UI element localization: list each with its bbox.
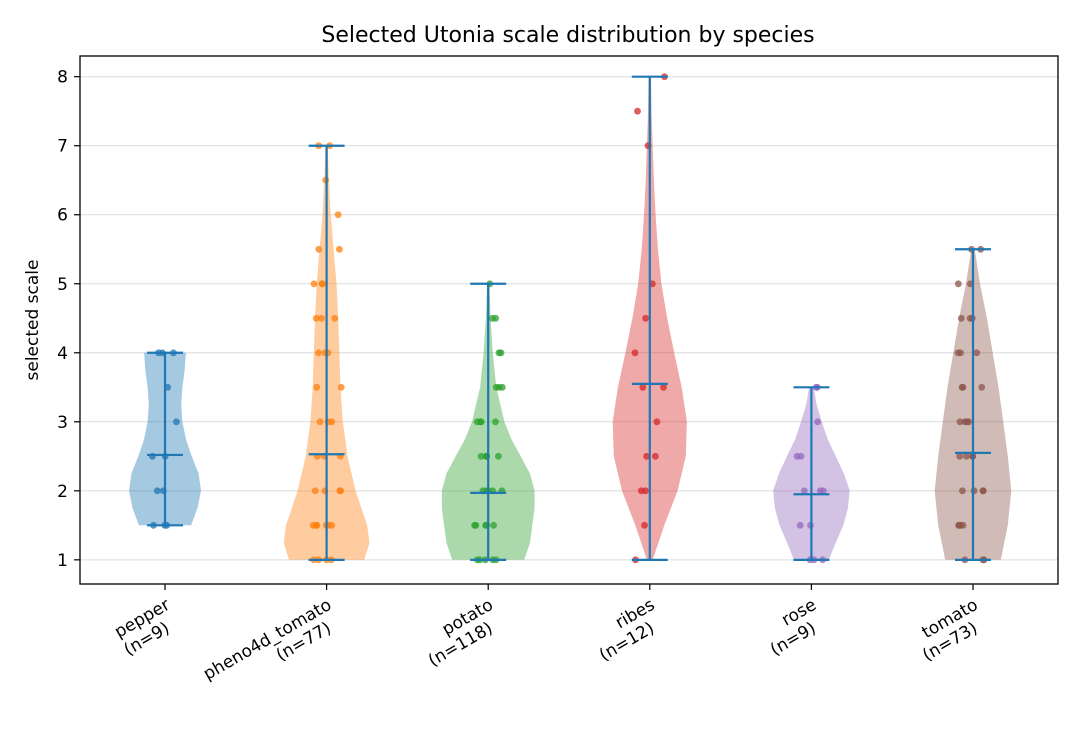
data-point bbox=[489, 314, 496, 322]
y-tick-label: 1 bbox=[57, 551, 68, 571]
data-point bbox=[471, 521, 478, 529]
data-point bbox=[955, 521, 962, 529]
scatter-points bbox=[149, 73, 988, 564]
data-point bbox=[312, 314, 320, 322]
data-point bbox=[495, 349, 503, 357]
data-point bbox=[957, 314, 965, 322]
y-tick-label: 3 bbox=[57, 413, 68, 433]
data-point bbox=[979, 487, 987, 495]
data-point bbox=[337, 383, 345, 391]
data-point bbox=[796, 521, 804, 529]
data-point bbox=[639, 383, 647, 391]
data-point bbox=[653, 418, 661, 426]
data-point bbox=[957, 349, 964, 357]
data-point bbox=[490, 521, 497, 529]
data-point bbox=[959, 383, 967, 391]
data-point bbox=[643, 452, 650, 460]
data-point bbox=[963, 452, 970, 460]
y-tick-label: 2 bbox=[57, 482, 68, 502]
x-tick-label: potato(n=118) bbox=[425, 595, 497, 671]
data-point bbox=[959, 487, 966, 495]
data-point bbox=[313, 383, 321, 391]
data-point bbox=[660, 383, 667, 391]
data-point bbox=[973, 349, 981, 357]
data-point bbox=[318, 314, 325, 322]
y-tick-label: 7 bbox=[57, 137, 68, 157]
data-point bbox=[173, 418, 180, 426]
data-point bbox=[956, 452, 963, 460]
data-point bbox=[956, 418, 964, 426]
data-point bbox=[963, 418, 971, 426]
data-point bbox=[642, 314, 649, 322]
data-point bbox=[814, 418, 821, 426]
data-point bbox=[311, 487, 319, 495]
data-point bbox=[637, 487, 645, 495]
data-point bbox=[819, 487, 827, 495]
data-point bbox=[954, 280, 962, 288]
data-point bbox=[797, 452, 805, 460]
data-point bbox=[477, 418, 485, 426]
y-tick-label: 8 bbox=[57, 68, 68, 88]
data-point bbox=[634, 107, 641, 115]
whiskers bbox=[147, 75, 991, 561]
x-tick-label: ribes(n=12) bbox=[596, 595, 658, 666]
data-point bbox=[316, 418, 324, 426]
data-point bbox=[310, 280, 318, 288]
data-point bbox=[631, 349, 639, 357]
data-point bbox=[337, 487, 345, 495]
x-tick-label: pheno4d_tomato(n=77) bbox=[200, 595, 335, 685]
chart-title: Selected Utonia scale distribution by sp… bbox=[321, 23, 814, 48]
y-axis: 1 2 3 4 5 6 7 8 bbox=[57, 68, 80, 571]
data-point bbox=[800, 487, 808, 495]
violins bbox=[129, 76, 1012, 560]
x-tick-label: pepper(n=9) bbox=[111, 595, 173, 660]
grid-lines bbox=[80, 76, 1058, 561]
y-tick-label: 6 bbox=[57, 206, 68, 226]
plot-frame bbox=[79, 55, 1059, 585]
y-axis-label: selected scale bbox=[23, 260, 43, 381]
data-point bbox=[498, 383, 506, 391]
data-point bbox=[328, 418, 336, 426]
data-point bbox=[309, 521, 317, 529]
data-point bbox=[318, 280, 326, 288]
data-point bbox=[652, 452, 659, 460]
x-tick-label: rose(n=9) bbox=[767, 595, 820, 660]
y-tick-label: 4 bbox=[57, 344, 68, 364]
data-point bbox=[315, 349, 322, 357]
data-point bbox=[315, 245, 323, 253]
x-axis: pepper(n=9) pheno4d_tomato(n=77) potato(n=… bbox=[111, 584, 982, 685]
data-point bbox=[153, 487, 161, 495]
data-point bbox=[336, 245, 343, 253]
data-point bbox=[331, 314, 339, 322]
data-point bbox=[334, 211, 342, 219]
data-point bbox=[978, 383, 986, 391]
x-tick-label: tomato(n=73) bbox=[919, 595, 982, 666]
y-tick-label: 5 bbox=[57, 275, 68, 295]
data-point bbox=[641, 521, 648, 529]
data-point bbox=[477, 452, 485, 460]
data-point bbox=[495, 452, 502, 460]
data-point bbox=[492, 418, 499, 426]
